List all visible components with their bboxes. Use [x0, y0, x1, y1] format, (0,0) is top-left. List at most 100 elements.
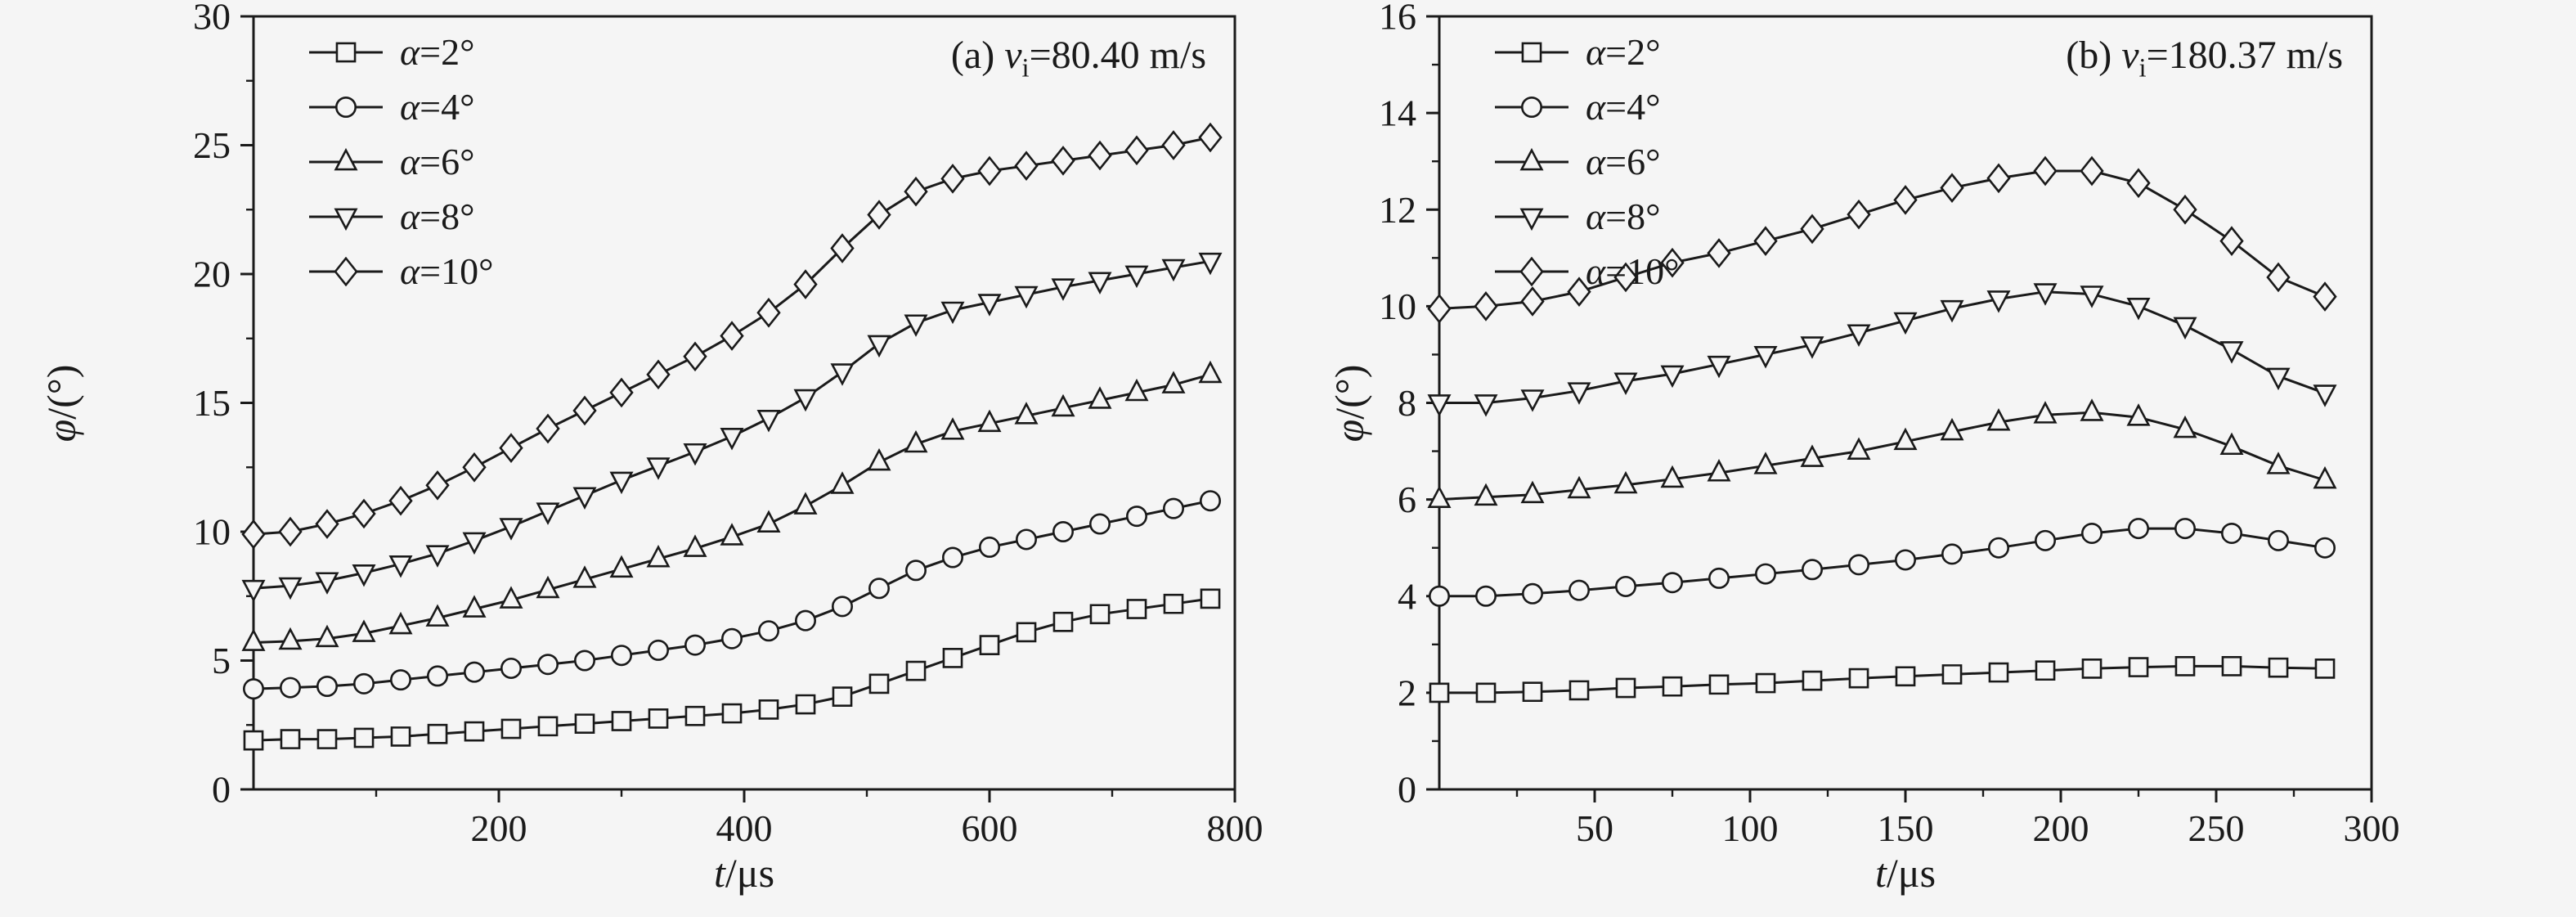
legend-label: α=4°: [400, 86, 475, 128]
series-marker-square: [243, 730, 264, 751]
series-marker-triangle-down: [683, 443, 707, 466]
series-marker-triangle-up: [462, 595, 487, 618]
series-marker-circle: [1614, 575, 1636, 597]
chart-a-x-axis-label: t/μs: [254, 849, 1235, 897]
series-marker-square: [611, 711, 632, 731]
series-marker-diamond: [609, 377, 634, 408]
series-marker-triangle-down: [278, 577, 303, 600]
series-marker-triangle-up: [425, 604, 450, 627]
series-marker-circle: [757, 620, 779, 642]
annotation-value: =180.37 m/s: [2146, 34, 2343, 77]
series-marker-diamond: [683, 341, 707, 372]
series-marker-diamond: [904, 176, 928, 207]
series-marker-diamond: [241, 519, 266, 550]
series-marker-triangle-up: [278, 627, 303, 650]
annotation-variable: v: [2121, 34, 2139, 77]
chart-b-annotation: (b) vi=180.37 m/s: [2066, 33, 2343, 84]
series-marker-triangle-up: [315, 624, 339, 648]
series-marker-circle: [2221, 522, 2243, 544]
series-marker-circle: [2128, 518, 2150, 540]
series-marker-triangle-up: [572, 565, 597, 588]
series-marker-diamond: [2266, 262, 2291, 293]
series-marker-diamond: [334, 257, 358, 286]
y-axis-unit: /(°): [1326, 364, 1372, 420]
series-marker-diamond: [756, 297, 781, 328]
series-marker-diamond: [1474, 291, 1498, 321]
series-marker-diamond: [1161, 130, 1186, 160]
series-marker-triangle-up: [1014, 402, 1039, 425]
series-marker-circle: [647, 639, 669, 661]
series-marker-triangle-down: [1519, 208, 1544, 231]
series-marker-triangle-up: [1893, 427, 1918, 451]
series-marker-diamond: [1051, 146, 1075, 176]
series-marker-square: [758, 699, 779, 720]
series-marker-square: [1052, 611, 1074, 632]
y-tick-label: 10: [1379, 285, 1416, 327]
series-marker-circle: [573, 650, 595, 672]
series-marker-triangle-up: [904, 429, 928, 453]
series-marker-square: [1163, 593, 1184, 614]
x-tick-label: 600: [962, 807, 1018, 849]
series-marker-circle: [426, 665, 448, 687]
legend-marker-triangle-down: [1495, 208, 1568, 231]
series-marker-triangle-down: [1161, 258, 1186, 282]
series-marker-triangle-down: [793, 389, 818, 412]
series-marker-square: [316, 729, 338, 749]
series-marker-square: [684, 705, 706, 726]
series-marker-square: [1429, 682, 1450, 703]
annotation-value: =80.40 m/s: [1029, 34, 1206, 77]
x-tick-label: 150: [1878, 807, 1934, 849]
series-marker-triangle-down: [388, 555, 413, 578]
series-marker-triangle-up: [1567, 475, 1591, 499]
legend-marker-diamond: [1495, 257, 1568, 286]
series-marker-triangle-down: [1520, 389, 1545, 412]
series-marker-diamond: [1427, 293, 1452, 324]
series-marker-triangle-down: [1660, 365, 1685, 389]
series-marker-circle: [905, 560, 927, 582]
series-marker-square: [721, 703, 743, 724]
series-marker-diamond: [720, 321, 744, 351]
legend-entry: α=2°: [1492, 31, 1680, 74]
series-marker-triangle-up: [536, 575, 560, 599]
series-marker-triangle-up: [1613, 470, 1638, 494]
series-marker-triangle-up: [720, 523, 744, 546]
x-tick-label: 250: [2188, 807, 2245, 849]
series-marker-triangle-up: [1800, 444, 1824, 467]
series-marker-triangle-up: [609, 555, 634, 578]
chart-a-annotation: (a) vi=80.40 m/s: [951, 33, 1206, 84]
series-marker-circle: [1987, 537, 2009, 559]
series-marker-triangle-up: [867, 447, 891, 471]
series-marker-triangle-down: [867, 335, 891, 358]
chart-a-legend: α=2° α=4° α=6° α=8° α=10°: [307, 31, 494, 305]
series-marker-diamond: [1088, 140, 1112, 171]
series-marker-triangle-down: [1051, 278, 1075, 301]
series-marker-circle: [1089, 513, 1111, 535]
x-axis-symbol: t: [1874, 850, 1887, 896]
series-marker-square: [1941, 664, 1963, 685]
x-tick-label: 200: [2033, 807, 2089, 849]
series-marker-circle: [1894, 549, 1916, 571]
series-marker-square: [1708, 674, 1730, 695]
series-marker-circle: [1200, 490, 1222, 512]
series-marker-square: [1802, 670, 1823, 691]
legend-marker-square: [1495, 42, 1568, 63]
legend-label: α=8°: [400, 196, 475, 237]
series-marker-square: [1755, 672, 1776, 694]
series-marker-diamond: [2313, 281, 2337, 312]
series-marker-triangle-up: [2080, 398, 2104, 421]
y-tick-label: 20: [193, 254, 231, 295]
series-marker-triangle-down: [1847, 324, 1871, 347]
series-marker-triangle-down: [720, 428, 744, 451]
series-marker-triangle-up: [1519, 147, 1544, 171]
legend-label: α=2°: [400, 31, 475, 73]
series-marker-triangle-up: [1161, 371, 1186, 393]
series-marker-diamond: [2219, 226, 2244, 256]
series-marker-square: [2314, 658, 2336, 679]
x-axis-unit: /μs: [1886, 850, 1936, 896]
series-marker-triangle-down: [1198, 252, 1223, 276]
series-marker-square: [1200, 588, 1221, 609]
y-tick-label: 10: [193, 511, 231, 553]
series-marker-square: [464, 721, 485, 742]
legend-marker-square: [309, 42, 383, 63]
series-marker-square: [2081, 658, 2103, 679]
